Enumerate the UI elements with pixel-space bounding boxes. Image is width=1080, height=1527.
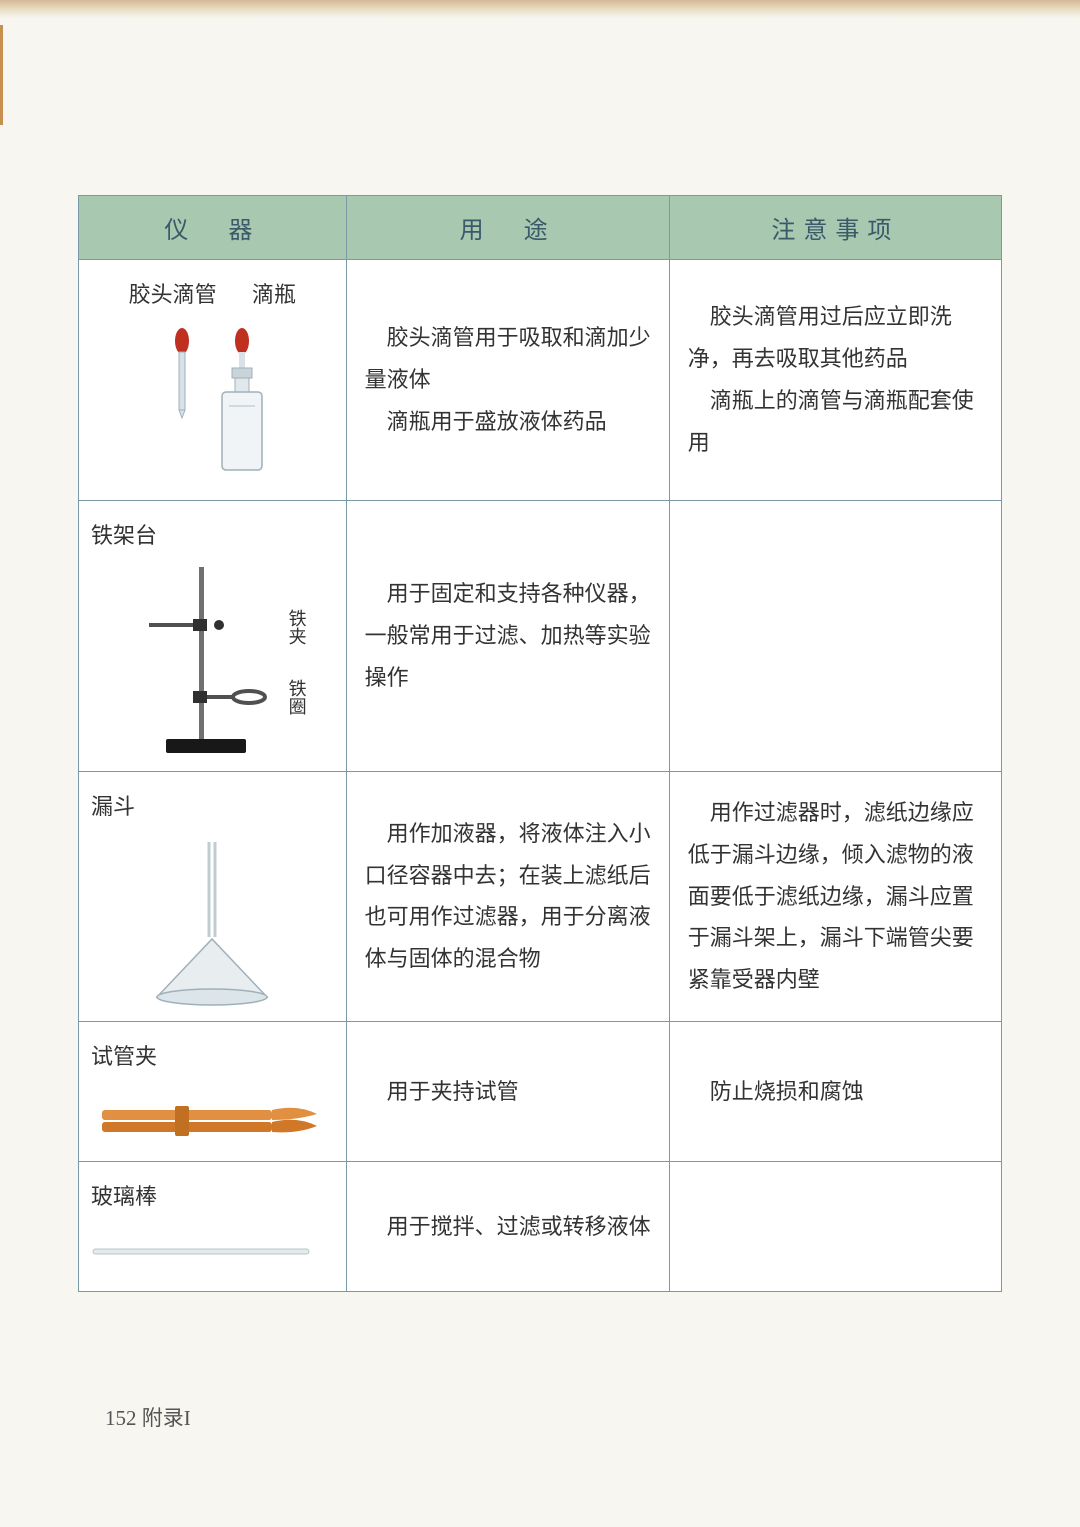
page-number: 152 附录I bbox=[105, 1406, 191, 1430]
iron-ring-label: 铁圈 bbox=[279, 679, 313, 715]
use-text: 用作加液器，将液体注入小口径容器中去；在装上滤纸后也可用作过滤器，用于分离液体与… bbox=[365, 821, 651, 971]
table-header: 仪 器 用 途 注意事项 bbox=[79, 196, 1002, 260]
col-header-instrument: 仪 器 bbox=[79, 196, 347, 260]
use-cell: 胶头滴管用于吸取和滴加少量液体 滴瓶用于盛放液体药品 bbox=[346, 260, 669, 501]
instrument-name: 玻璃棒 bbox=[91, 1184, 157, 1209]
equipment-table: 仪 器 用 途 注意事项 胶头滴管 滴瓶 bbox=[78, 195, 1002, 1292]
col-header-use: 用 途 bbox=[346, 196, 669, 260]
use-cell: 用于固定和支持各种仪器，一般常用于过滤、加热等实验操作 bbox=[346, 500, 669, 771]
use-cell: 用于搅拌、过滤或转移液体 bbox=[346, 1162, 669, 1292]
instrument-cell: 铁架台 bbox=[79, 500, 347, 771]
table-row: 铁架台 bbox=[79, 500, 1002, 771]
instrument-name: 试管夹 bbox=[91, 1044, 157, 1069]
page-top-band bbox=[0, 0, 1080, 18]
instrument-name: 胶头滴管 bbox=[129, 274, 217, 316]
instrument-cell: 试管夹 bbox=[79, 1022, 347, 1162]
notes-cell: 防止烧损和腐蚀 bbox=[669, 1022, 1001, 1162]
notes-text: 防止烧损和腐蚀 bbox=[688, 1079, 864, 1104]
use-cell: 用作加液器，将液体注入小口径容器中去；在装上滤纸后也可用作过滤器，用于分离液体与… bbox=[346, 771, 669, 1022]
use-text: 用于固定和支持各种仪器，一般常用于过滤、加热等实验操作 bbox=[365, 581, 651, 690]
table-body: 胶头滴管 滴瓶 bbox=[79, 260, 1002, 1292]
instrument-cell: 玻璃棒 bbox=[79, 1162, 347, 1292]
notes-text: 用作过滤器时，滤纸边缘应低于漏斗边缘，倾入滤物的液面要低于滤纸边缘，漏斗应置于漏… bbox=[688, 800, 974, 992]
instrument-name: 滴瓶 bbox=[252, 274, 296, 316]
page-footer: 152 附录I bbox=[105, 1402, 191, 1432]
page-accent-bar bbox=[0, 25, 3, 125]
notes-cell bbox=[669, 500, 1001, 771]
dropper-bottle-icon bbox=[91, 326, 334, 486]
page-container: 仪 器 用 途 注意事项 胶头滴管 滴瓶 bbox=[78, 195, 1002, 1292]
col-header-notes: 注意事项 bbox=[669, 196, 1001, 260]
notes-cell: 用作过滤器时，滤纸边缘应低于漏斗边缘，倾入滤物的液面要低于滤纸边缘，漏斗应置于漏… bbox=[669, 771, 1001, 1022]
use-cell: 用于夹持试管 bbox=[346, 1022, 669, 1162]
test-tube-clamp-icon bbox=[91, 1096, 334, 1141]
instrument-name: 铁架台 bbox=[91, 523, 157, 548]
funnel-icon bbox=[91, 837, 334, 1007]
table-row: 胶头滴管 滴瓶 bbox=[79, 260, 1002, 501]
table-row: 试管夹 用于夹持试管 防止烧损和腐蚀 bbox=[79, 1022, 1002, 1162]
notes-cell: 胶头滴管用过后应立即洗净，再去吸取其他药品 滴瓶上的滴管与滴瓶配套使用 bbox=[669, 260, 1001, 501]
iron-clamp-label: 铁夹 bbox=[279, 609, 313, 645]
table-row: 漏斗 用作加液器，将液体注入小口径容器中去；在装上滤纸后也可用作过滤器，用于分离… bbox=[79, 771, 1002, 1022]
iron-stand-icon bbox=[131, 567, 281, 767]
notes-text: 胶头滴管用过后应立即洗净，再去吸取其他药品 滴瓶上的滴管与滴瓶配套使用 bbox=[688, 304, 974, 454]
use-text: 胶头滴管用于吸取和滴加少量液体 滴瓶用于盛放液体药品 bbox=[365, 325, 651, 434]
instrument-name: 漏斗 bbox=[91, 794, 135, 819]
glass-rod-icon bbox=[91, 1246, 334, 1258]
table-row: 玻璃棒 用于搅拌、过滤或转移液体 bbox=[79, 1162, 1002, 1292]
instrument-cell: 胶头滴管 滴瓶 bbox=[79, 260, 347, 501]
use-text: 用于夹持试管 bbox=[365, 1079, 519, 1104]
instrument-cell: 漏斗 bbox=[79, 771, 347, 1022]
use-text: 用于搅拌、过滤或转移液体 bbox=[365, 1214, 651, 1239]
notes-cell bbox=[669, 1162, 1001, 1292]
